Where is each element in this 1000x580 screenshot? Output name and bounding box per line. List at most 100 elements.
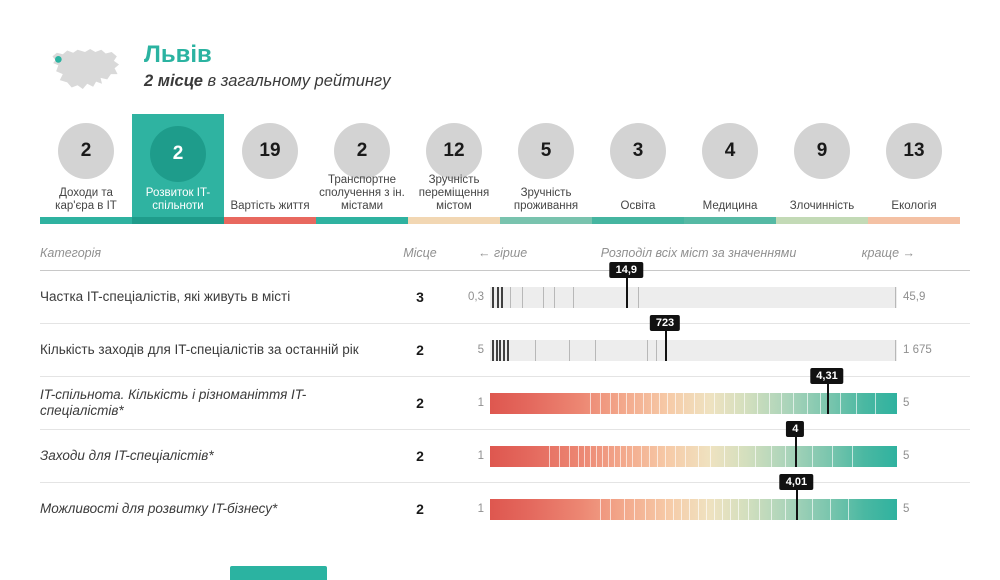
- metric-name: Частка IT-спеціалістів, які живуть в міс…: [40, 289, 291, 304]
- table-row: Кількість заходів для IT-спеціалістів за…: [40, 314, 970, 377]
- city-tick: [709, 445, 711, 467]
- city-tick: [685, 445, 687, 467]
- footer-button[interactable]: [230, 566, 327, 580]
- city-tick: [734, 392, 736, 414]
- city-value-marker: [665, 330, 667, 361]
- category-tab[interactable]: 2 Розвиток IT-спільноти: [132, 114, 224, 224]
- col-header-category: Категорія: [40, 246, 102, 260]
- city-tick: [595, 339, 596, 361]
- metric-place: 3: [416, 289, 424, 305]
- city-tick: [675, 392, 677, 414]
- city-tick: [610, 498, 612, 520]
- table-row: Частка IT-спеціалістів, які живуть в міс…: [40, 261, 970, 324]
- scale-max-label: 5: [903, 450, 910, 462]
- category-label: Зручність проживання: [513, 187, 579, 212]
- category-color-strip: [40, 217, 132, 224]
- city-tick: [744, 392, 746, 414]
- city-tick: [673, 498, 675, 520]
- category-color-strip: [868, 217, 960, 224]
- city-tick: [811, 498, 813, 520]
- distribution-bar: 723: [490, 314, 897, 361]
- value-tooltip: 14,9: [609, 261, 644, 278]
- city-tick: [703, 392, 705, 414]
- city-tick: [624, 498, 626, 520]
- city-tick: [675, 445, 677, 467]
- city-tick: [620, 445, 622, 467]
- city-tick: [559, 445, 561, 467]
- city-tick: [577, 445, 579, 467]
- city-tick: [738, 498, 740, 520]
- city-tick: [599, 392, 601, 414]
- city-tick: [693, 392, 695, 414]
- city-tick: [756, 392, 758, 414]
- col-header-distribution: Розподіл всіх міст за значеннями: [600, 246, 797, 260]
- city-tick: [549, 445, 550, 467]
- scale-min-label: 1: [477, 397, 484, 409]
- category-color-strip: [500, 217, 592, 224]
- city-tick: [608, 445, 610, 467]
- category-color-strip: [684, 217, 776, 224]
- scale-min-label: 0,3: [468, 291, 484, 303]
- category-label: Транспортне сполучення з ін. містами: [319, 174, 405, 212]
- city-tick: [656, 339, 658, 361]
- col-header-worse: ← гірше: [478, 246, 528, 260]
- city-tick: [874, 392, 876, 414]
- metric-place: 2: [416, 342, 424, 358]
- city-tick: [500, 286, 503, 308]
- city-tick: [681, 498, 683, 520]
- rank-badge: 2: [58, 123, 114, 179]
- title-block: Львів 2 місце в загальному рейтингу: [144, 38, 390, 91]
- category-color-strip: [408, 217, 500, 224]
- category-tab[interactable]: 19 Вартість життя: [224, 114, 316, 224]
- metric-name: Заходи для IT-спеціалістів*: [40, 448, 214, 463]
- city-tick: [495, 339, 498, 361]
- category-tab[interactable]: 3 Освіта: [592, 114, 684, 224]
- category-tab[interactable]: 12 Зручність переміщення містом: [408, 114, 500, 224]
- category-tab[interactable]: 13 Екологія: [868, 114, 960, 224]
- city-tick: [721, 498, 723, 520]
- city-tick: [770, 445, 772, 467]
- category-color-strip: [776, 217, 868, 224]
- rank-badge: 2: [334, 123, 390, 179]
- city-tick: [781, 392, 782, 414]
- ukraine-map-icon: [52, 49, 120, 89]
- category-tab[interactable]: 4 Медицина: [684, 114, 776, 224]
- city-tick: [665, 445, 666, 467]
- scale-min-label: 5: [477, 344, 484, 356]
- city-tick: [705, 498, 707, 520]
- city-value-marker: [626, 277, 629, 308]
- scale-max-label: 5: [903, 397, 910, 409]
- city-tick: [496, 286, 499, 308]
- city-tick: [646, 339, 648, 361]
- city-tick: [840, 392, 842, 414]
- category-tab[interactable]: 2 Транспортне сполучення з ін. містами: [316, 114, 408, 224]
- table-row: Можливості для розвитку IT-бізнесу* 2 1 …: [40, 473, 970, 535]
- metric-place: 2: [416, 395, 424, 411]
- city-tick: [697, 445, 699, 467]
- scale-max-label: 5: [903, 503, 910, 515]
- city-tick: [618, 392, 620, 414]
- city-tick: [807, 392, 809, 414]
- city-tick: [521, 286, 523, 308]
- col-header-place: Місце: [403, 246, 437, 260]
- rank-badge: 19: [242, 123, 298, 179]
- rank-badge: 13: [886, 123, 942, 179]
- category-color-strip: [316, 217, 408, 224]
- city-tick: [569, 445, 571, 467]
- category-tab[interactable]: 2 Доходи та кар'єра в IT: [40, 114, 132, 224]
- rank-badge: 4: [702, 123, 758, 179]
- category-tab[interactable]: 9 Злочинність: [776, 114, 868, 224]
- city-tick: [626, 392, 628, 414]
- overall-rank-subtitle: 2 місце в загальному рейтингу: [144, 72, 390, 91]
- city-tick: [569, 339, 571, 361]
- city-tick: [758, 498, 760, 520]
- category-tab[interactable]: 5 Зручність проживання: [500, 114, 592, 224]
- city-tick: [492, 339, 495, 361]
- distribution-bar: 14,9: [490, 261, 897, 308]
- city-tick: [748, 498, 750, 520]
- category-label: Вартість життя: [230, 200, 310, 212]
- city-tick: [614, 445, 616, 467]
- table-header: Категорія Місце ← гірше Розподіл всіх мі…: [40, 246, 970, 271]
- category-tabs: 2 Доходи та кар'єра в IT 2 Розвиток IT-с…: [40, 114, 960, 224]
- city-tick: [642, 392, 644, 414]
